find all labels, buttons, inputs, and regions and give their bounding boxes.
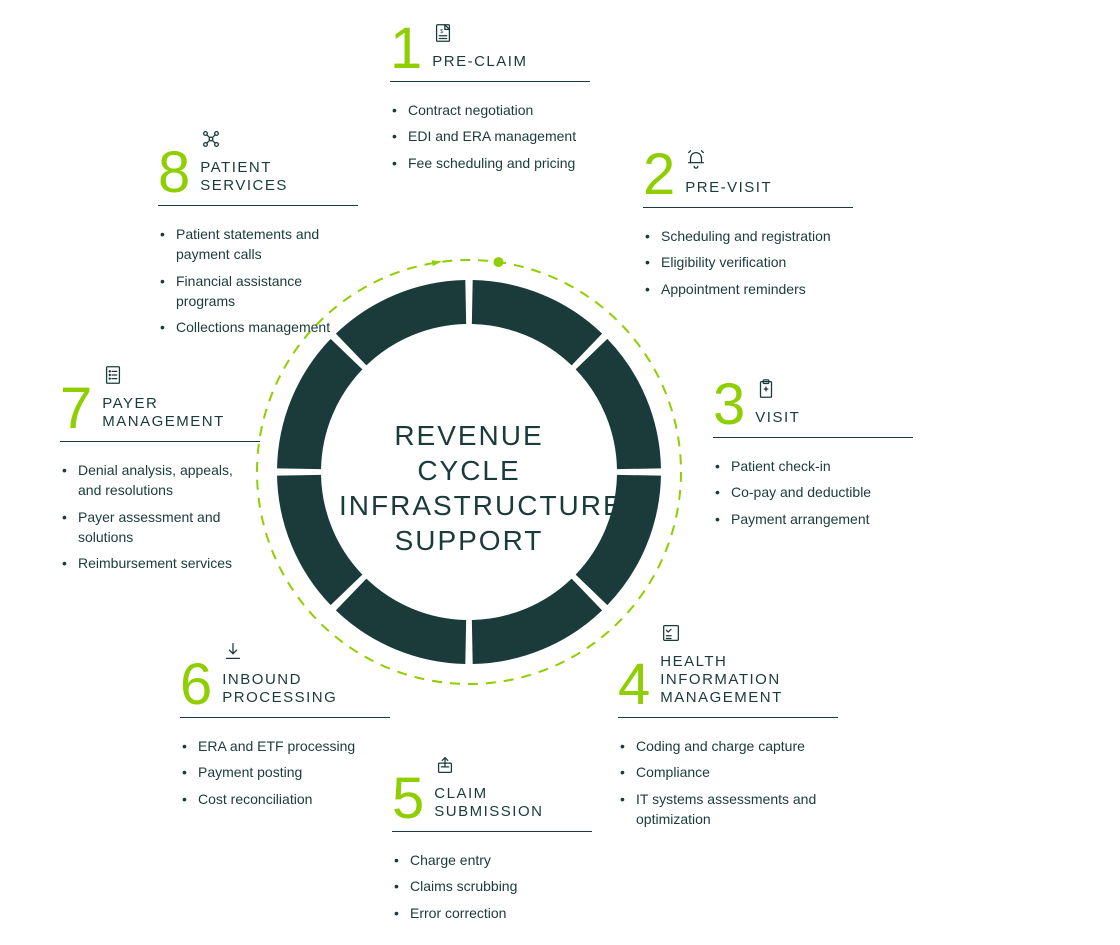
segment-item: Scheduling and registration xyxy=(661,226,853,246)
segment-header: 4HEALTHINFORMATIONMANAGEMENT xyxy=(618,622,838,718)
segment-item: Contract negotiation xyxy=(408,100,590,120)
segment-title-block: INBOUNDPROCESSING xyxy=(222,640,337,709)
segment-number: 8 xyxy=(158,148,190,197)
segment-item: Eligibility verification xyxy=(661,252,853,272)
segment-item: Coding and charge capture xyxy=(636,736,838,756)
segment-item: Error correction xyxy=(410,903,592,923)
segment-item: EDI and ERA management xyxy=(408,126,590,146)
segment-item: Payment posting xyxy=(198,762,390,782)
clipboard-icon xyxy=(755,378,800,405)
segment-header: 5 CLAIMSUBMISSION xyxy=(392,754,592,832)
segment-items: Denial analysis, appeals, and resolution… xyxy=(60,460,260,573)
segment-items: Coding and charge capture Compliance IT sy… xyxy=(618,736,838,829)
segment-item: Payment arrangement xyxy=(731,509,913,529)
segment-item: ERA and ETF processing xyxy=(198,736,390,756)
segment-number: 2 xyxy=(643,150,675,199)
segment-title-block: VISIT xyxy=(755,378,800,429)
segment-title-block: PAYERMANAGEMENT xyxy=(102,364,225,433)
segment-item: Patient statements and payment calls xyxy=(176,224,358,265)
segment-number: 7 xyxy=(60,384,92,433)
segment-5: 5 CLAIMSUBMISSION Charge entry Claims scrub… xyxy=(392,754,592,929)
segment-items: Patient statements and payment calls Fina… xyxy=(158,224,358,337)
segment-8: 8 PATIENTSERVICES Patient statements and p… xyxy=(158,128,358,343)
center-title-line1: REVENUE CYCLE xyxy=(339,418,599,488)
segment-number: 5 xyxy=(392,774,424,823)
segment-items: ERA and ETF processing Payment posting Cos… xyxy=(180,736,390,809)
segment-items: Charge entry Claims scrubbing Error correc… xyxy=(392,850,592,923)
invoice-icon: $ xyxy=(432,22,527,49)
list-doc-icon xyxy=(102,364,225,391)
segment-number: 1 xyxy=(390,24,422,73)
segment-1: 1 $ PRE-CLAIM Contract negotiation EDI and E… xyxy=(390,22,590,179)
segment-title-block: $ PRE-CLAIM xyxy=(432,22,527,73)
segment-header: 1 $ PRE-CLAIM xyxy=(390,22,590,82)
segment-header: 2 PRE-VISIT xyxy=(643,148,853,208)
segment-item: Co-pay and deductible xyxy=(731,482,913,502)
segment-item: Collections management xyxy=(176,317,358,337)
bell-icon xyxy=(685,148,772,175)
segment-header: 8 PATIENTSERVICES xyxy=(158,128,358,206)
segment-item: Financial assistance programs xyxy=(176,271,358,312)
segment-title: VISIT xyxy=(755,409,800,427)
segment-number: 6 xyxy=(180,660,212,709)
segment-item: Fee scheduling and pricing xyxy=(408,153,590,173)
segment-title-block: HEALTHINFORMATIONMANAGEMENT xyxy=(660,622,783,709)
segment-item: Charge entry xyxy=(410,850,592,870)
segment-item: Patient check-in xyxy=(731,456,913,476)
segment-title: PRE-CLAIM xyxy=(432,53,527,71)
segment-item: Compliance xyxy=(636,762,838,782)
segment-header: 3 VISIT xyxy=(713,378,913,438)
segment-title: HEALTHINFORMATIONMANAGEMENT xyxy=(660,653,783,707)
segment-header: 7 PAYERMANAGEMENT xyxy=(60,364,260,442)
segment-4: 4HEALTHINFORMATIONMANAGEMENT Coding and c… xyxy=(618,622,838,835)
network-icon xyxy=(200,128,288,155)
segment-items: Patient check-in Co-pay and deductible Pay… xyxy=(713,456,913,529)
segment-title: PATIENTSERVICES xyxy=(200,159,288,195)
segment-7: 7 PAYERMANAGEMENT Denial analysis, appeals… xyxy=(60,364,260,579)
segment-title-block: PRE-VISIT xyxy=(685,148,772,199)
segment-items: Contract negotiation EDI and ERA manageme… xyxy=(390,100,590,173)
segment-item: Reimbursement services xyxy=(78,553,260,573)
segment-item: Denial analysis, appeals, and resolution… xyxy=(78,460,260,501)
segment-item: Payer assessment and solutions xyxy=(78,507,260,548)
segment-title: PAYERMANAGEMENT xyxy=(102,395,225,431)
segment-title: INBOUNDPROCESSING xyxy=(222,671,337,707)
segment-header: 6 INBOUNDPROCESSING xyxy=(180,640,390,718)
download-icon xyxy=(222,640,337,667)
center-title: REVENUE CYCLE INFRASTRUCTURE SUPPORT xyxy=(339,418,599,558)
segment-number: 3 xyxy=(713,380,745,429)
segment-3: 3 VISIT Patient check-in Co-pay and deducti… xyxy=(713,378,913,535)
segment-title-block: CLAIMSUBMISSION xyxy=(434,754,543,823)
segment-item: Cost reconciliation xyxy=(198,789,390,809)
outbox-icon xyxy=(434,754,543,781)
segment-2: 2 PRE-VISIT Scheduling and registration Eli… xyxy=(643,148,853,305)
segment-title-block: PATIENTSERVICES xyxy=(200,128,288,197)
center-title-line3: SUPPORT xyxy=(339,523,599,558)
segment-item: Appointment reminders xyxy=(661,279,853,299)
svg-text:$: $ xyxy=(441,29,444,35)
segment-title: CLAIMSUBMISSION xyxy=(434,785,543,821)
segment-item: IT systems assessments and optimization xyxy=(636,789,838,830)
segment-6: 6 INBOUNDPROCESSING ERA and ETF processing… xyxy=(180,640,390,815)
segment-items: Scheduling and registration Eligibility v… xyxy=(643,226,853,299)
center-title-line2: INFRASTRUCTURE xyxy=(339,488,599,523)
segment-item: Claims scrubbing xyxy=(410,876,592,896)
segment-number: 4 xyxy=(618,660,650,709)
segment-title: PRE-VISIT xyxy=(685,179,772,197)
checklist-icon xyxy=(660,622,783,649)
